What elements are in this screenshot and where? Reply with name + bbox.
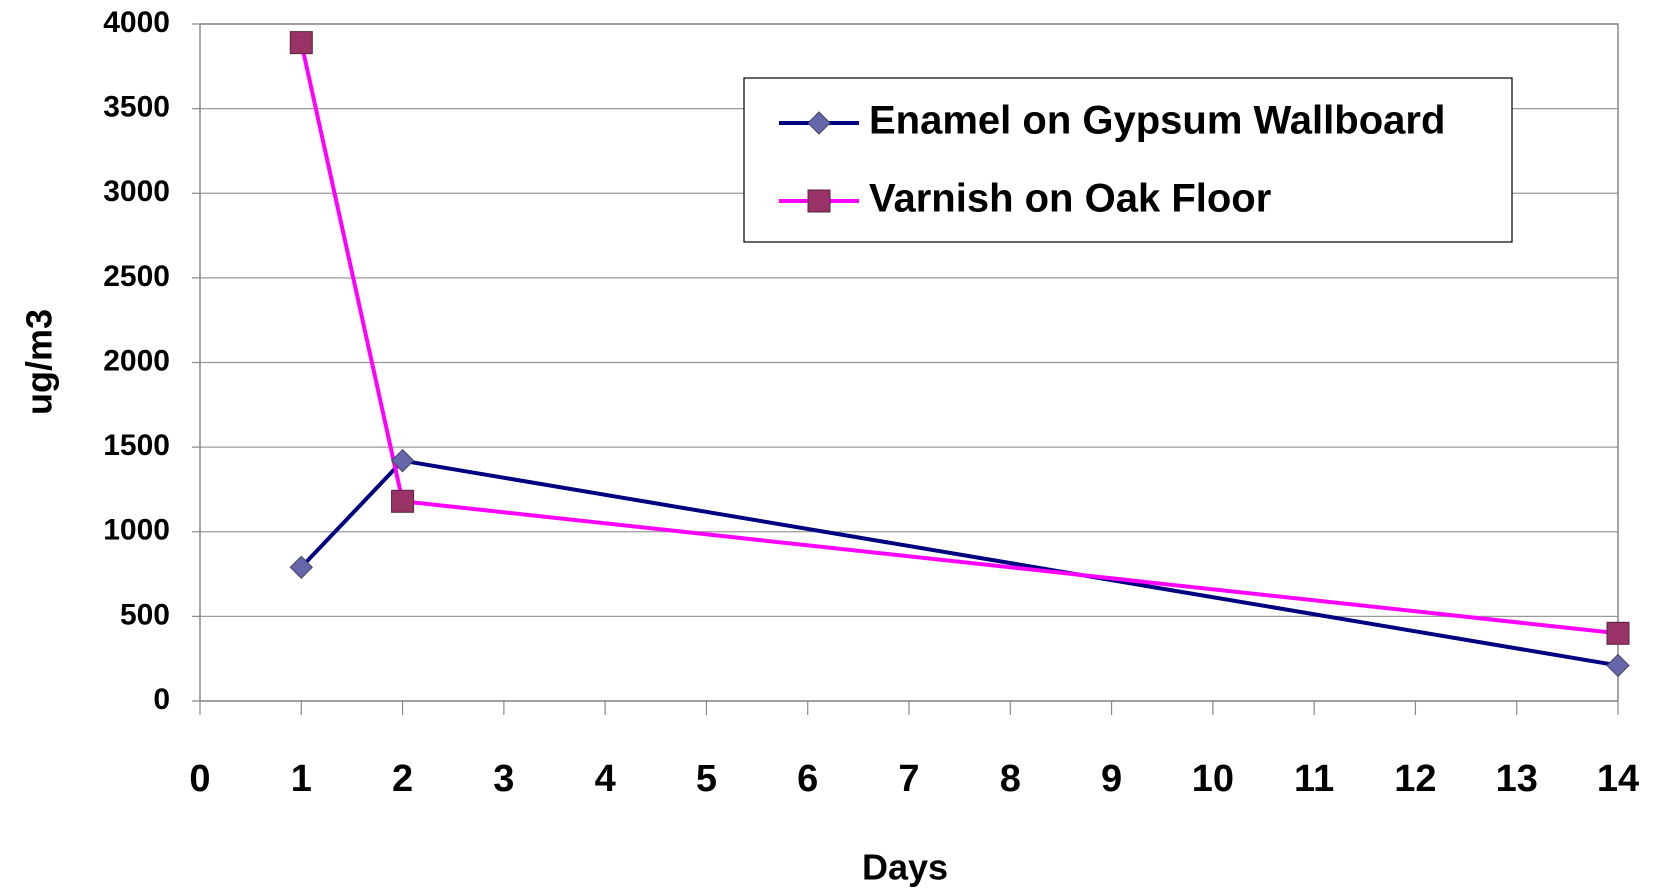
y-tick-label: 1000 bbox=[103, 514, 170, 547]
y-tick-label: 2500 bbox=[103, 260, 170, 293]
marker bbox=[390, 448, 415, 473]
x-tick-label: 0 bbox=[189, 758, 210, 800]
x-tick-label: 1 bbox=[291, 758, 312, 800]
x-tick-label: 9 bbox=[1101, 758, 1122, 800]
y-tick-label: 0 bbox=[153, 683, 170, 716]
y-axis-label: ug/m3 bbox=[19, 309, 60, 415]
marker bbox=[391, 489, 415, 513]
y-tick-label: 3000 bbox=[103, 175, 170, 208]
legend-marker bbox=[807, 111, 831, 135]
x-axis-label: Days bbox=[862, 847, 948, 888]
x-tick-label: 13 bbox=[1496, 758, 1538, 800]
legend-marker bbox=[807, 189, 831, 213]
marker bbox=[1606, 621, 1630, 645]
x-tick-label: 7 bbox=[898, 758, 919, 800]
marker bbox=[289, 31, 313, 55]
x-tick-label: 4 bbox=[595, 758, 616, 800]
y-tick-label: 3500 bbox=[103, 91, 170, 124]
y-tick-label: 4000 bbox=[103, 6, 170, 39]
legend: Enamel on Gypsum Wallboard Varnish on Oak… bbox=[743, 77, 1513, 243]
x-tick-label: 12 bbox=[1394, 758, 1436, 800]
legend-label: Varnish on Oak Floor bbox=[869, 177, 1271, 221]
marker bbox=[1606, 653, 1630, 678]
x-tick-label: 8 bbox=[1000, 758, 1021, 800]
x-tick-label: 14 bbox=[1597, 758, 1639, 800]
x-tick-label: 5 bbox=[696, 758, 717, 800]
legend-label: Enamel on Gypsum Wallboard bbox=[869, 99, 1445, 143]
x-tick-label: 3 bbox=[493, 758, 514, 800]
x-tick-label: 11 bbox=[1294, 758, 1334, 800]
x-tick-label: 6 bbox=[797, 758, 818, 800]
y-tick-label: 2000 bbox=[103, 344, 170, 377]
y-tick-label: 500 bbox=[120, 598, 170, 631]
y-tick-label: 1500 bbox=[103, 429, 170, 462]
x-tick-label: 2 bbox=[392, 758, 413, 800]
x-tick-label: 10 bbox=[1192, 758, 1234, 800]
marker bbox=[289, 555, 313, 579]
legend-box bbox=[743, 77, 1513, 243]
